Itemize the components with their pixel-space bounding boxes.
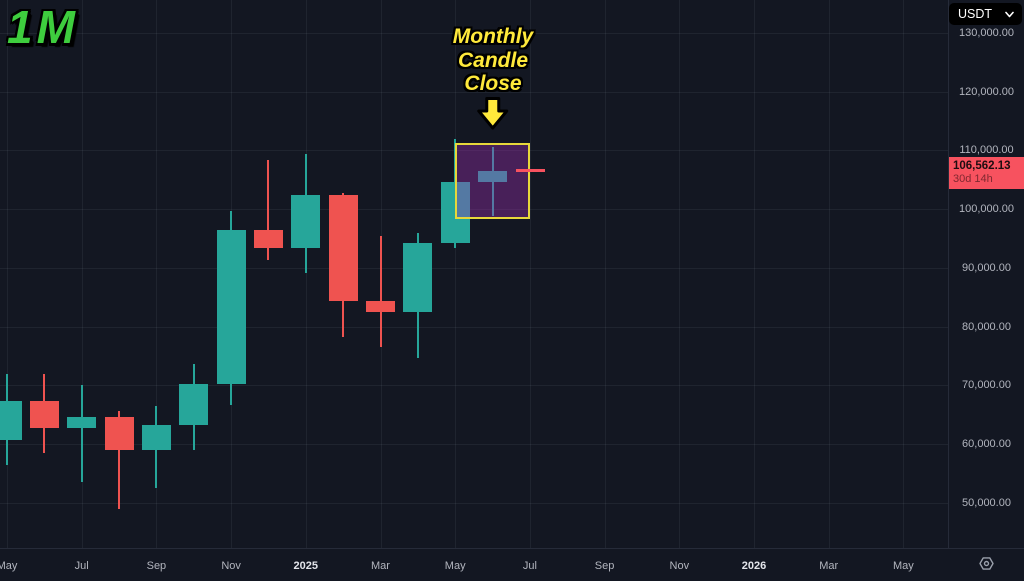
h-gridline bbox=[0, 150, 948, 152]
time-axis-label: Nov bbox=[221, 560, 241, 572]
v-gridline bbox=[529, 0, 531, 548]
candle-apr-2025[interactable] bbox=[403, 243, 433, 312]
candle-close-countdown: 30d 14h bbox=[953, 172, 993, 185]
h-gridline bbox=[0, 91, 948, 93]
candle-jun-2025[interactable] bbox=[478, 170, 508, 183]
v-gridline bbox=[903, 0, 905, 548]
v-gridline bbox=[81, 0, 83, 548]
h-gridline bbox=[0, 443, 948, 445]
price-axis-label: 80,000.00 bbox=[962, 320, 1011, 333]
price-axis-label: 90,000.00 bbox=[962, 261, 1011, 274]
price-axis-border bbox=[948, 0, 949, 548]
v-gridline bbox=[455, 0, 457, 548]
candle-jul-2024[interactable] bbox=[67, 416, 97, 429]
time-axis-label: Sep bbox=[146, 560, 167, 572]
candle-feb-2025[interactable] bbox=[328, 195, 358, 302]
h-gridline bbox=[0, 209, 948, 211]
candle-wick-jul-2024 bbox=[80, 385, 83, 483]
candle-may-2024[interactable] bbox=[0, 400, 22, 441]
candle-jun-2024[interactable] bbox=[29, 400, 59, 429]
v-gridline bbox=[754, 0, 755, 548]
time-axis-label: Mar bbox=[371, 560, 390, 572]
time-axis-label: Sep bbox=[594, 560, 615, 572]
price-axis-label: 100,000.00 bbox=[958, 203, 1015, 216]
time-axis-label: May bbox=[0, 560, 18, 572]
time-axis-label: 2025 bbox=[293, 560, 319, 572]
price-axis[interactable]: 106,562.13 30d 14h 130,000.00 120,000.00 1… bbox=[949, 0, 1024, 548]
time-axis-label: Mar bbox=[819, 560, 839, 572]
price-axis-label: 70,000.00 bbox=[962, 379, 1011, 392]
annotation-line-1: Monthly bbox=[452, 25, 534, 48]
current-price-value: 106,562.13 bbox=[953, 159, 1011, 172]
chevron-down-icon bbox=[1005, 11, 1014, 18]
time-axis[interactable]: May Jul Sep Nov 2025 Mar May Jul Sep Nov 2026 Mar Ma… bbox=[0, 549, 948, 581]
candle-mar-2025[interactable] bbox=[366, 301, 395, 312]
current-price-line bbox=[516, 169, 546, 173]
v-gridline bbox=[7, 0, 8, 548]
h-gridline bbox=[0, 385, 948, 387]
down-arrow-icon bbox=[453, 96, 533, 135]
v-gridline bbox=[156, 0, 158, 548]
candle-sep-2024[interactable] bbox=[141, 424, 171, 450]
h-gridline bbox=[0, 326, 948, 328]
time-axis-label: May bbox=[444, 560, 466, 572]
time-axis-border bbox=[0, 548, 1024, 549]
price-axis-label: 50,000.00 bbox=[962, 496, 1011, 509]
candle-dec-2024[interactable] bbox=[253, 230, 283, 248]
time-axis-label: Nov bbox=[669, 560, 690, 572]
price-axis-label: 120,000.00 bbox=[958, 85, 1015, 98]
v-gridline bbox=[828, 0, 830, 548]
candle-jan-2025[interactable] bbox=[291, 195, 321, 248]
price-axis-label: 130,000.00 bbox=[958, 27, 1015, 39]
v-gridline bbox=[679, 0, 681, 548]
time-axis-label: 2026 bbox=[741, 560, 767, 572]
time-axis-label: May bbox=[893, 560, 914, 572]
annotation-line-2: Candle bbox=[457, 48, 529, 72]
time-axis-label: Jul bbox=[74, 560, 89, 572]
current-price-label: 106,562.13 30d 14h bbox=[949, 156, 1024, 189]
candle-wick-mar-2025 bbox=[379, 235, 382, 347]
v-gridline bbox=[305, 0, 307, 548]
gear-icon[interactable] bbox=[978, 555, 995, 575]
candle-aug-2024[interactable] bbox=[104, 416, 134, 450]
price-axis-label: 110,000.00 bbox=[959, 144, 1014, 157]
timeframe-badge[interactable]: 1M bbox=[7, 1, 79, 53]
highlight-box-drawing[interactable] bbox=[455, 142, 530, 220]
v-gridline bbox=[604, 0, 606, 548]
h-gridline bbox=[0, 33, 948, 34]
candle-wick-dec-2024 bbox=[267, 159, 270, 261]
candle-oct-2024[interactable] bbox=[179, 384, 209, 425]
axis-corner bbox=[949, 549, 1024, 581]
quote-currency-selector[interactable]: USDT bbox=[949, 3, 1022, 25]
quote-currency-label: USDT bbox=[958, 7, 993, 21]
price-axis-label: 60,000.00 bbox=[962, 437, 1011, 450]
candle-wick-aug-2024 bbox=[118, 411, 121, 509]
h-gridline bbox=[0, 502, 948, 504]
time-axis-label: Jul bbox=[522, 560, 537, 572]
h-gridline bbox=[0, 267, 948, 269]
chart-area[interactable]: Monthly Candle Close 1M bbox=[0, 0, 948, 548]
candle-nov-2024[interactable] bbox=[216, 230, 246, 385]
annotation-monthly-candle-close[interactable]: Monthly Candle Close bbox=[453, 25, 533, 135]
annotation-line-3: Close bbox=[464, 72, 522, 95]
